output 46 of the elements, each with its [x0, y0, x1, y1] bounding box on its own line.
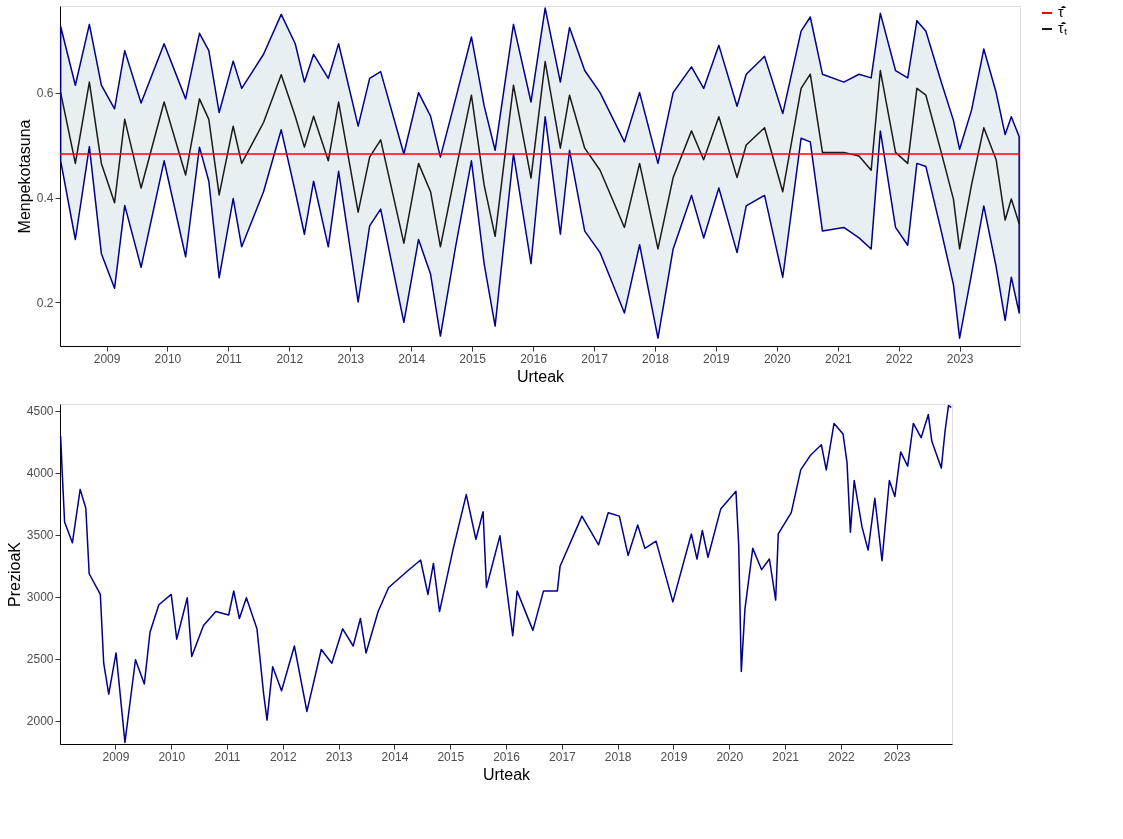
x-tick-label: 2021	[772, 749, 800, 764]
legend-label: τ̂̄	[1058, 4, 1067, 20]
y-tick-label: 3500	[26, 528, 54, 543]
y-tick-label: 0.2	[36, 295, 54, 310]
x-tick-label: 2016	[520, 351, 548, 366]
y-axis-title: PrezioaK	[5, 541, 23, 607]
x-axis-title: Urteak	[516, 367, 566, 385]
x-tick-label: 2019	[660, 749, 688, 764]
x-tick-label: 2011	[214, 749, 241, 764]
x-tick-label: 2016	[493, 749, 521, 764]
legend-label: τ̂̄ₜ	[1058, 20, 1068, 36]
x-tick-label: 2018	[642, 351, 670, 366]
y-tick-label: 2500	[26, 652, 54, 667]
x-tick-label: 2022	[885, 351, 913, 366]
x-tick-label: 2011	[215, 351, 243, 366]
x-tick-label: 2017	[581, 351, 609, 366]
x-tick-label: 2012	[276, 351, 304, 366]
x-tick-label: 2014	[398, 351, 426, 366]
y-axis-title: Menpekotasuna	[15, 119, 33, 234]
x-axis-title: Urteak	[482, 765, 532, 783]
y-tick-label: 2000	[26, 714, 54, 729]
x-tick-label: 2022	[828, 749, 856, 764]
y-tick-label: 0.6	[36, 86, 54, 101]
x-tick-label: 2012	[269, 749, 297, 764]
y-tick-label: 4500	[26, 404, 54, 419]
x-tick-label: 2009	[93, 351, 121, 366]
line-series	[59, 404, 952, 744]
x-tick-label: 2020	[763, 351, 791, 366]
x-tick-label: 2023	[883, 749, 911, 764]
x-tick-label: 2013	[337, 351, 365, 366]
y-tick-label: 3000	[26, 590, 54, 605]
x-tick-label: 2019	[703, 351, 731, 366]
x-tick-label: 2010	[158, 749, 186, 764]
x-tick-label: 2020	[716, 749, 744, 764]
x-tick-label: 2018	[604, 749, 632, 764]
x-tick-label: 2013	[325, 749, 353, 764]
x-tick-label: 2015	[437, 749, 465, 764]
x-tick-label: 2017	[549, 749, 577, 764]
x-tick-label: 2009	[102, 749, 130, 764]
x-tick-label: 2014	[381, 749, 409, 764]
y-tick-label: 0.4	[36, 191, 54, 206]
x-tick-label: 2015	[459, 351, 487, 366]
x-tick-label: 2023	[946, 351, 974, 366]
x-tick-label: 2010	[154, 351, 182, 366]
x-tick-label: 2021	[824, 351, 852, 366]
y-tick-label: 4000	[26, 466, 54, 481]
